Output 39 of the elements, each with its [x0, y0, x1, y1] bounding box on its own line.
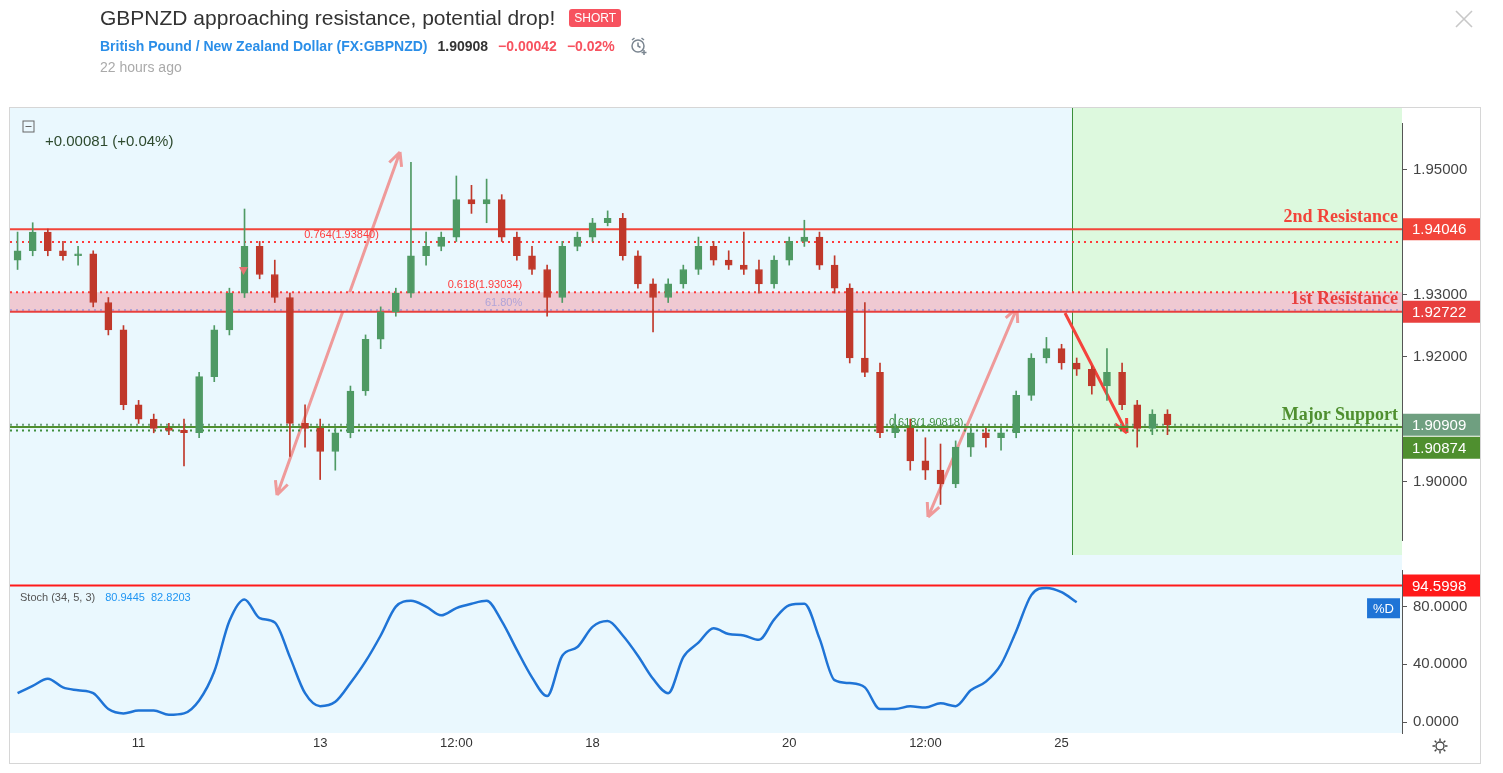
annotation: 2nd Resistance — [1283, 205, 1398, 226]
text: 22 hours ago — [100, 59, 182, 75]
x-tick-label: 12:00 — [440, 735, 473, 751]
annotation: 0.764(1.93840) — [304, 227, 379, 240]
chart-title: GBPNZD approaching resistance, potential drop! — [100, 6, 556, 30]
x-tick-label: 20 — [781, 735, 797, 751]
x-tick-label: 25 — [1054, 735, 1069, 751]
y-tick-label: 80.0000 — [1413, 596, 1468, 614]
text: 1.90908 — [437, 38, 489, 54]
chart-subtitle: British Pound / New Zealand Dollar (FX:GBPNZD) — [100, 38, 428, 54]
y-tick-label: 40.0000 — [1413, 654, 1468, 672]
candlestick — [165, 423, 173, 435]
annotation: 61.80% — [484, 295, 523, 308]
y-tick-label: 1.95000 — [1413, 159, 1468, 177]
text: Stoch (34, 5, 3) — [20, 591, 96, 604]
y-tick-label: 1.92000 — [1413, 346, 1468, 364]
annotation: +0.00081 (+0.04%) — [45, 132, 174, 150]
annotation: 80.9445 — [105, 591, 145, 604]
annotation: 82.8203 — [150, 591, 191, 604]
text: −0.02% — [566, 38, 615, 54]
text: −0.00042 — [498, 38, 557, 54]
ref-line-label: 1.90909 — [1412, 415, 1467, 433]
x-tick-label: 11 — [131, 735, 146, 751]
line-series — [16, 586, 1078, 717]
y-tick-label: 1.93000 — [1413, 284, 1468, 302]
y-tick-label: 1.90000 — [1413, 471, 1468, 489]
ref-line-label: 94.5998 — [1412, 576, 1467, 594]
annotation: 1st Resistance — [1290, 288, 1399, 309]
x-tick-label: 12:00 — [909, 735, 942, 751]
annotation: 0.618(1.93034) — [447, 277, 523, 290]
y-tick-label: 0.0000 — [1413, 712, 1459, 730]
text: SHORT — [569, 9, 622, 27]
ref-line-label: 1.92722 — [1412, 302, 1467, 320]
x-tick-label: 18 — [585, 735, 600, 751]
x-tick-label: 13 — [312, 735, 328, 751]
text: %D — [1373, 600, 1394, 616]
annotation: Major Support — [1281, 403, 1398, 424]
ref-line-label: 1.90874 — [1412, 438, 1467, 456]
ref-line-label: 1.94046 — [1412, 220, 1467, 238]
